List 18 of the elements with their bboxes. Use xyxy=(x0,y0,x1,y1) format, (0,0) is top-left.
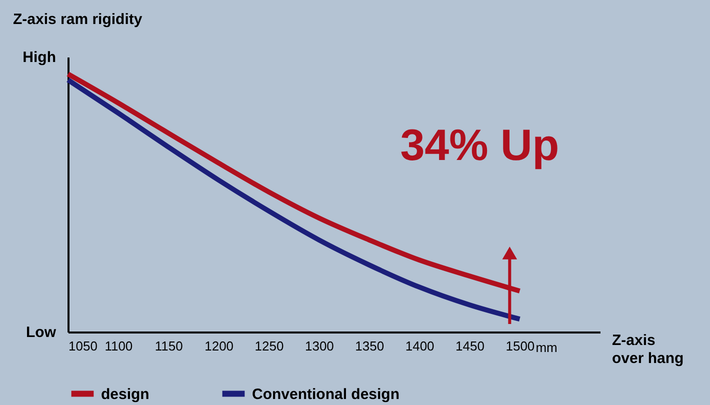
text: High xyxy=(22,49,56,66)
x-tick-label: 1400 xyxy=(405,338,434,354)
y-axis-title: Z-axis ram rigidity xyxy=(13,11,143,28)
x-tick-label: 1300 xyxy=(304,338,334,354)
x-tick-label: 1150 xyxy=(154,338,183,354)
text: mm xyxy=(536,340,558,355)
x-tick-label: 1350 xyxy=(355,338,384,354)
x-tick-label: 1100 xyxy=(104,338,133,354)
x-tick-label: 1450 xyxy=(456,338,484,354)
legend-label: design xyxy=(101,386,150,403)
x-tick-label: 1500 xyxy=(506,338,535,354)
annotation: 34% Up xyxy=(400,121,560,170)
legend-label: Conventional design xyxy=(252,386,400,403)
x-axis-title: Z-axis over hang xyxy=(612,332,684,367)
x-tick-label: 1250 xyxy=(254,338,284,354)
x-tick-label: 1050 xyxy=(68,338,98,354)
text: Low xyxy=(26,324,56,341)
x-tick-label: 1200 xyxy=(204,338,234,354)
